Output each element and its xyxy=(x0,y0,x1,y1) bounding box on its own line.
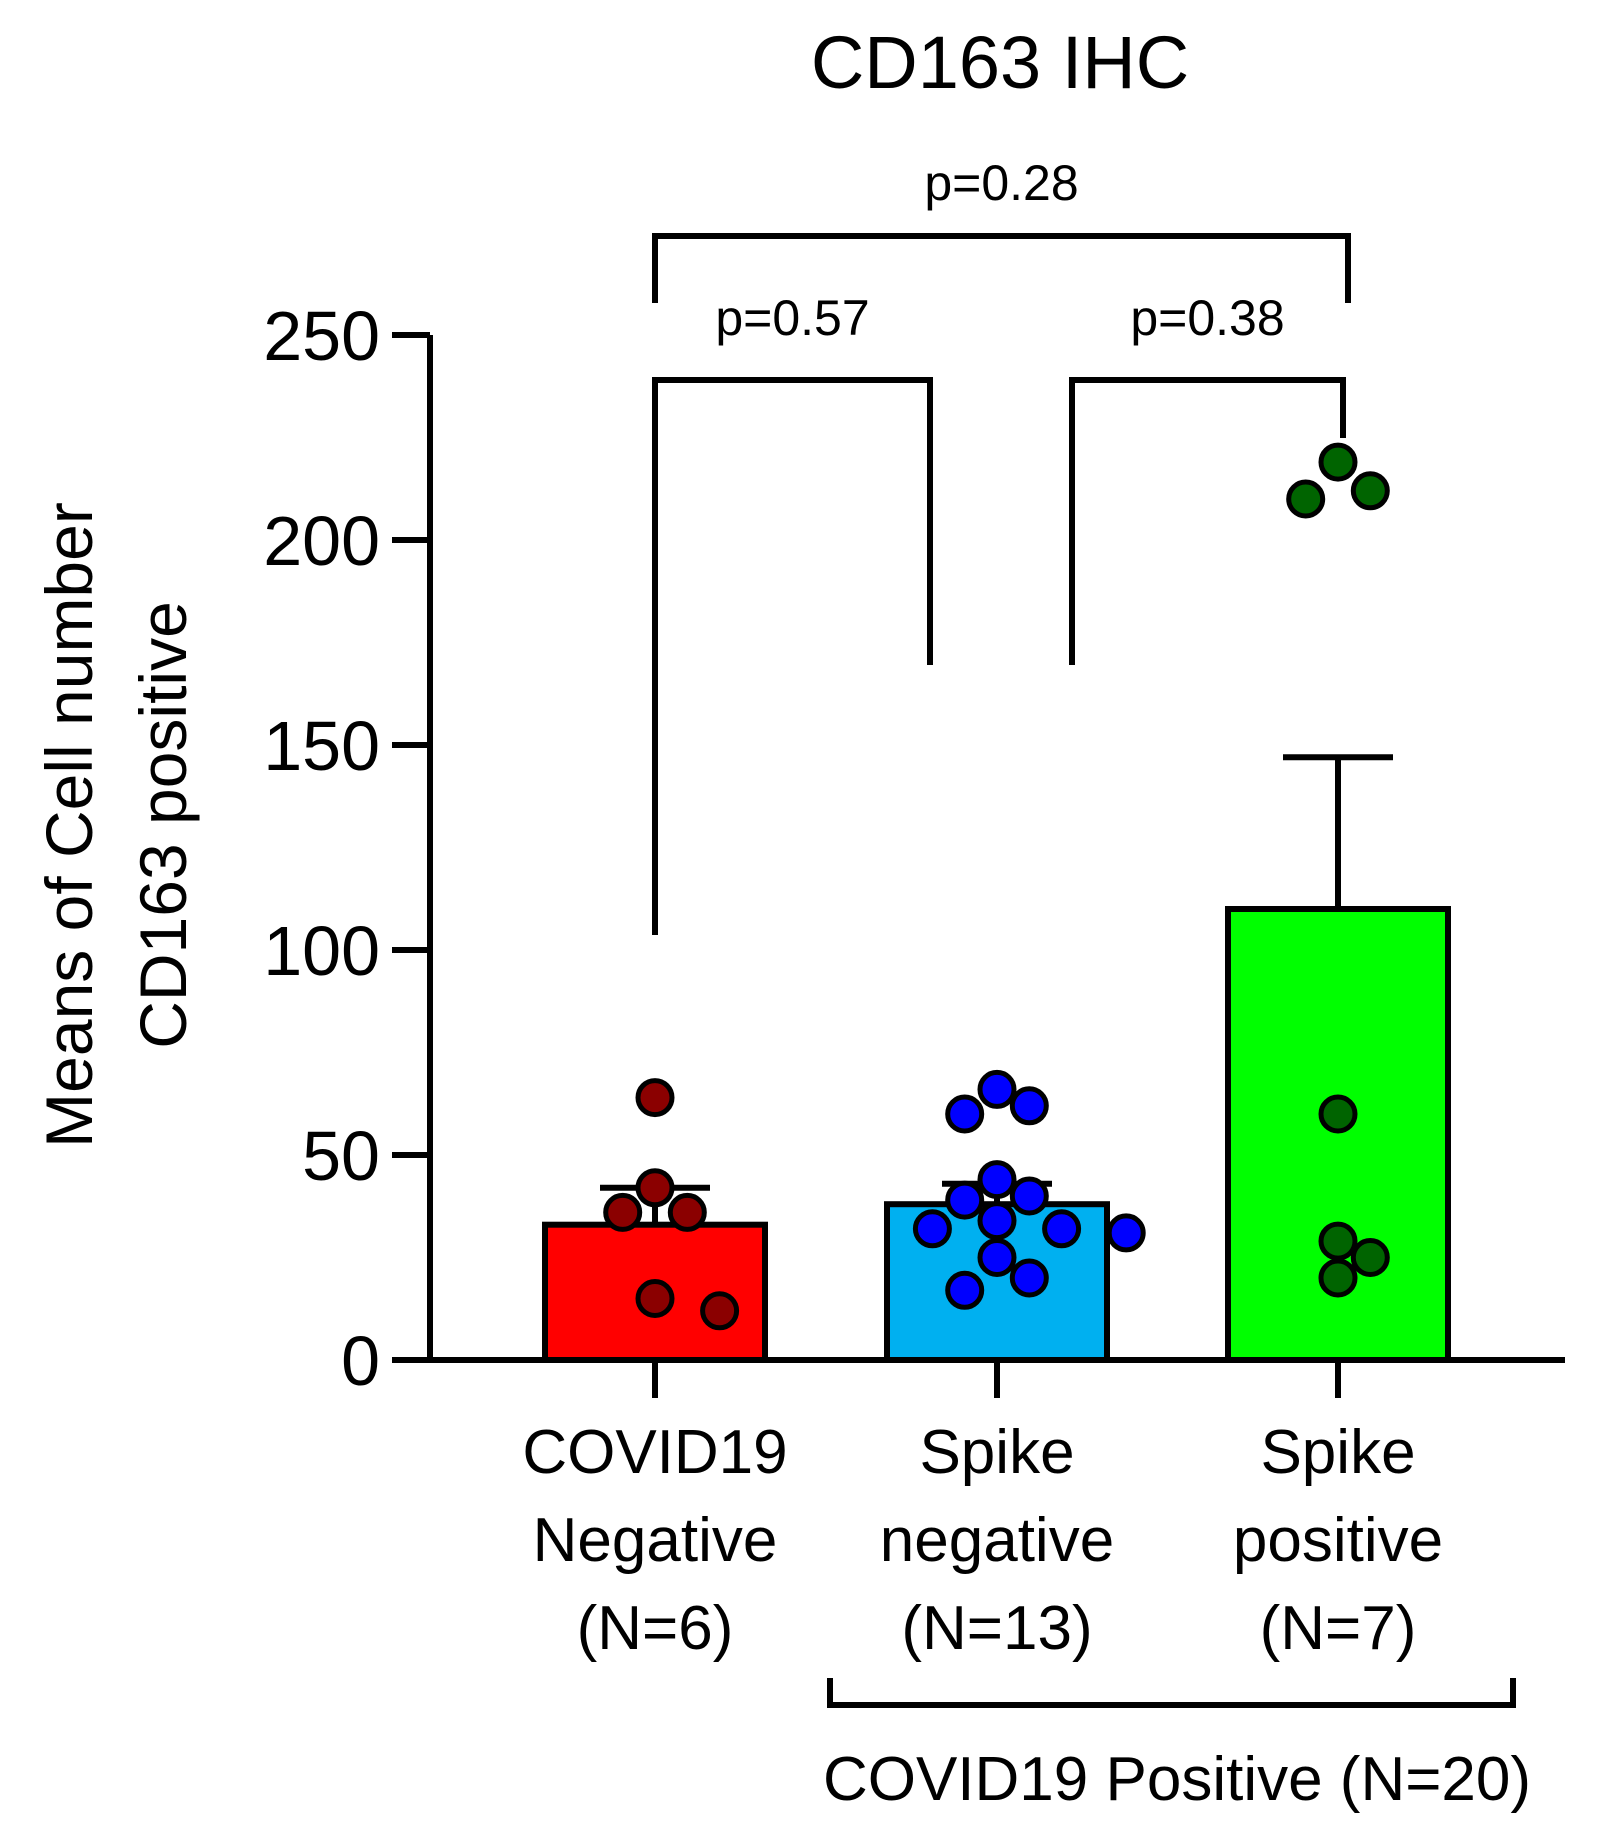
data-point-0-0 xyxy=(635,1078,675,1118)
x-tick-label-1-1: negative xyxy=(880,1506,1114,1575)
data-point-0-2 xyxy=(667,1192,707,1232)
data-point-2-6 xyxy=(1318,1258,1358,1298)
y-tick-label-0: 0 xyxy=(341,1322,380,1400)
axes: 0 50 100 150 200 250 COVID19 Negative (N=6) Spike… xyxy=(263,297,1565,1663)
comparison-label-0: p=0.57 xyxy=(715,290,869,346)
x-tick-label-2-0: Spike xyxy=(1260,1418,1415,1487)
y-tick-label-3: 150 xyxy=(263,707,380,785)
data-point-1-8 xyxy=(912,1209,952,1249)
data-point-1-7 xyxy=(1042,1209,1082,1249)
data-point-1-9 xyxy=(1106,1213,1146,1253)
comparison-bracket-1 xyxy=(1069,377,1346,665)
data-point-0-4 xyxy=(635,1279,675,1318)
y-axis-label-line-2: CD163 positive xyxy=(126,601,200,1049)
y-tick-label-2: 100 xyxy=(263,912,380,990)
data-point-2-4 xyxy=(1318,1221,1358,1261)
x-tick-label-0-2: (N=6) xyxy=(577,1594,734,1663)
data-point-1-11 xyxy=(1009,1258,1049,1298)
group-bracket: COVID19 Positive (N=20) xyxy=(823,1678,1531,1814)
data-point-1-4 xyxy=(1009,1176,1049,1216)
data-point-1-6 xyxy=(977,1201,1017,1241)
y-tick-label-5: 250 xyxy=(263,297,380,375)
data-point-1-10 xyxy=(977,1238,1017,1277)
significance-brackets: p=0.57 p=0.38 p=0.28 xyxy=(652,155,1351,935)
y-axis-label: Means of Cell number CD163 positive xyxy=(32,502,200,1148)
group-bracket-label: COVID19 Positive (N=20) xyxy=(823,1745,1531,1814)
data-point-1-5 xyxy=(945,1180,985,1220)
x-tick-label-1-2: (N=13) xyxy=(901,1594,1092,1663)
data-point-2-5 xyxy=(1350,1238,1390,1277)
data-point-2-0 xyxy=(1318,442,1358,482)
y-tick-label-4: 200 xyxy=(263,502,380,580)
chart-title: CD163 IHC xyxy=(811,21,1189,104)
x-tick-label-1-0: Spike xyxy=(919,1418,1074,1487)
x-tick-label-2-2: (N=7) xyxy=(1260,1594,1417,1663)
data-point-2-2 xyxy=(1286,479,1326,519)
comparison-label-2: p=0.28 xyxy=(924,155,1078,211)
data-point-1-1 xyxy=(1009,1086,1049,1126)
comparison-bracket-2 xyxy=(652,233,1351,303)
data-point-1-0 xyxy=(977,1069,1017,1109)
group-bracket-line xyxy=(827,1678,1516,1708)
bars xyxy=(542,906,1451,1363)
data-point-2-1 xyxy=(1350,471,1390,511)
data-point-0-5 xyxy=(700,1291,740,1331)
data-point-1-2 xyxy=(945,1094,985,1134)
y-tick-label-1: 50 xyxy=(302,1117,380,1195)
x-tick-label-0-1: Negative xyxy=(533,1506,778,1575)
data-point-1-3 xyxy=(977,1160,1017,1200)
comparison-bracket-0 xyxy=(652,377,933,935)
data-point-0-3 xyxy=(603,1192,643,1232)
data-point-1-12 xyxy=(945,1270,985,1310)
x-tick-label-2-1: positive xyxy=(1233,1506,1443,1575)
data-points xyxy=(603,442,1390,1331)
x-tick-label-0-0: COVID19 xyxy=(522,1418,787,1487)
data-point-2-3 xyxy=(1318,1094,1358,1134)
comparison-label-1: p=0.38 xyxy=(1130,290,1284,346)
data-point-0-1 xyxy=(635,1168,675,1208)
y-axis-label-line-1: Means of Cell number xyxy=(32,502,106,1148)
